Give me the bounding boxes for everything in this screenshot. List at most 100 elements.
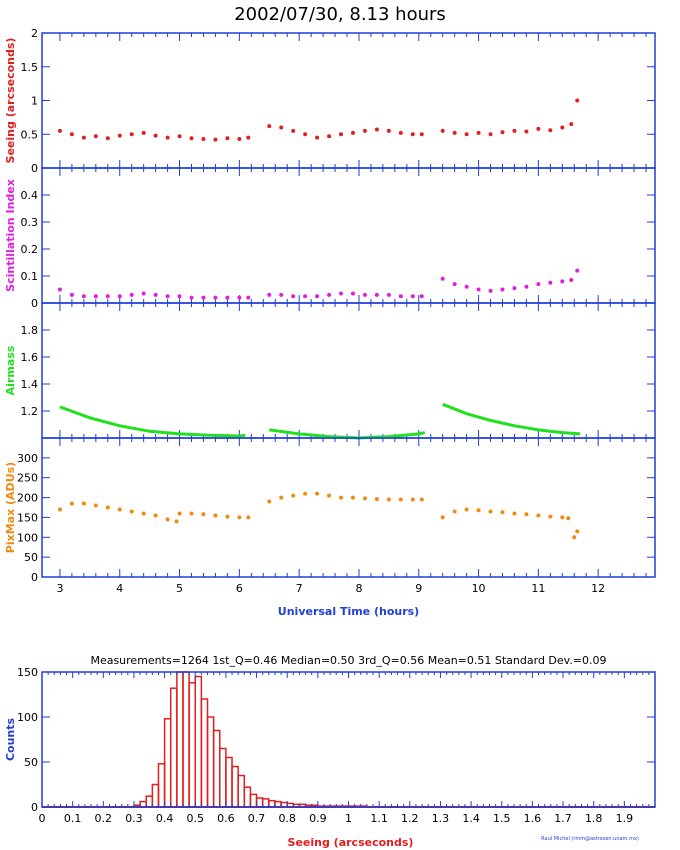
data-point [201, 136, 206, 141]
data-point [303, 294, 308, 299]
data-point [141, 291, 146, 296]
data-point [464, 284, 469, 289]
data-point [189, 295, 194, 300]
credit-text: Raul Michel (rmm@astrosen.unam.mx) [541, 836, 639, 842]
airmass-line [442, 402, 581, 436]
data-point [410, 132, 415, 137]
panel-frame [41, 32, 656, 169]
histogram-bar [212, 729, 221, 808]
data-point [246, 135, 251, 140]
seeing-panel: 0 0.5 1 1.5 2 Seeing (arcseconds) [4, 27, 656, 175]
data-point [279, 495, 284, 500]
x-tick-label: 1.3 [432, 812, 450, 825]
x-tick-label: 3 [56, 582, 63, 595]
data-point [386, 292, 391, 297]
data-point [315, 135, 320, 140]
data-point [81, 135, 86, 140]
x-tick-label: 0.1 [64, 812, 82, 825]
data-point [129, 132, 134, 137]
histogram-bar [163, 718, 172, 808]
panel-frame [41, 302, 656, 439]
x-tick-label: 1 [345, 812, 352, 825]
histogram-bar [231, 765, 239, 808]
data-point [57, 128, 62, 133]
data-point [560, 279, 565, 284]
data-point [246, 515, 251, 520]
data-point [69, 501, 74, 506]
data-point [69, 132, 74, 137]
data-point [464, 507, 469, 512]
data-point [500, 130, 505, 135]
x-tick-label: 0.8 [278, 812, 296, 825]
y-tick-label: 250 [17, 472, 38, 485]
x-tick-label: 1.8 [585, 812, 603, 825]
airmass-panel: 1.2 1.4 1.6 1.8 Airmass [4, 302, 656, 440]
data-point [339, 132, 344, 137]
y-axis-title: Airmass [4, 345, 17, 395]
data-point [81, 294, 86, 299]
x-tick-label: 0.2 [95, 812, 113, 825]
data-point [117, 507, 122, 512]
airmass-line [59, 405, 246, 438]
data-point [569, 122, 574, 127]
data-point [213, 295, 218, 300]
x-tick-label: 1.2 [401, 812, 419, 825]
data-point [575, 268, 580, 273]
histogram-bar [145, 795, 154, 808]
y-tick-label: 150 [17, 511, 38, 524]
data-point [189, 511, 194, 516]
data-point [57, 507, 62, 512]
data-point [512, 286, 517, 291]
data-point [476, 130, 481, 135]
histogram-bar [169, 687, 178, 808]
data-point [512, 128, 517, 133]
data-point [500, 510, 505, 515]
data-point [575, 529, 580, 534]
y-tick-label: 0.1 [21, 270, 39, 283]
data-point [237, 515, 242, 520]
data-point [237, 136, 242, 141]
data-point [246, 295, 251, 300]
data-point [327, 292, 332, 297]
data-point [93, 134, 98, 139]
histogram-bar [219, 747, 227, 808]
data-point [201, 295, 206, 300]
data-point [57, 287, 62, 292]
data-point [350, 130, 355, 135]
x-tick-label: 1.4 [462, 812, 480, 825]
x-tick-label: 9 [415, 582, 422, 595]
data-point [572, 535, 577, 540]
y-tick-label: 100 [17, 711, 38, 724]
data-point [177, 134, 182, 139]
y-axis-title: Scintillation Index [4, 179, 17, 292]
data-point [512, 511, 517, 516]
data-point [225, 136, 230, 141]
data-point [452, 509, 457, 514]
x-tick-label: 0 [39, 812, 46, 825]
data-point [536, 513, 541, 518]
x-axis-title: Seeing (arcseconds) [288, 836, 414, 849]
y-tick-label: 150 [17, 666, 38, 679]
y-tick-label: 0 [31, 162, 38, 175]
data-point [117, 294, 122, 299]
data-point [362, 128, 367, 133]
data-point [548, 128, 553, 133]
x-tick-label: 10 [472, 582, 486, 595]
data-point [315, 294, 320, 299]
data-point [575, 98, 580, 103]
data-point [279, 125, 284, 130]
histogram-bar [157, 763, 166, 808]
data-point [303, 132, 308, 137]
data-point [362, 292, 367, 297]
y-tick-label: 0 [31, 571, 38, 584]
y-tick-label: 50 [24, 551, 38, 564]
scintillation-panel: 0 0.1 0.2 0.3 0.4 Scintillation Index [4, 167, 656, 310]
data-point [339, 495, 344, 500]
data-point [165, 135, 170, 140]
data-point [105, 505, 110, 510]
data-point [165, 294, 170, 299]
data-point [362, 496, 367, 501]
data-point [129, 509, 134, 514]
data-point [560, 125, 565, 130]
